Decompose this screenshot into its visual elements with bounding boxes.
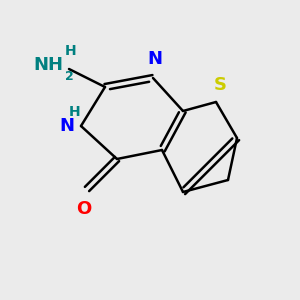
Text: N: N <box>147 50 162 68</box>
Text: NH: NH <box>33 56 63 74</box>
Text: H: H <box>65 44 76 58</box>
Text: O: O <box>76 200 92 217</box>
Text: N: N <box>59 117 74 135</box>
Text: H: H <box>69 104 80 118</box>
Text: 2: 2 <box>64 70 73 83</box>
Text: S: S <box>214 76 227 94</box>
